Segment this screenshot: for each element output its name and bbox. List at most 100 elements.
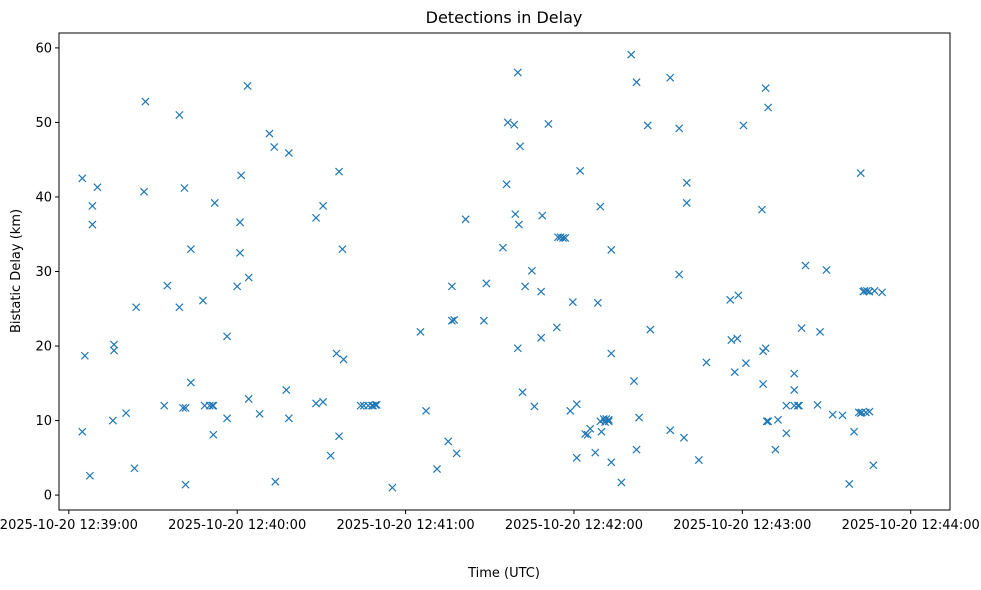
data-point-marker	[109, 340, 119, 349]
data-point-marker	[332, 349, 341, 358]
data-point-marker	[635, 413, 644, 422]
data-point-marker	[132, 303, 141, 312]
data-point-marker	[108, 416, 117, 425]
data-point-marker	[416, 327, 425, 336]
plot-area-frame	[58, 32, 951, 511]
data-point-marker	[666, 426, 675, 435]
data-point-marker	[790, 369, 799, 378]
data-point-marker	[312, 399, 321, 408]
data-point-marker	[761, 344, 770, 353]
data-point-marker	[244, 394, 253, 403]
data-point-marker	[682, 178, 691, 187]
data-point-marker	[109, 346, 119, 355]
data-point-marker	[572, 400, 581, 409]
data-point-marker	[627, 50, 636, 59]
data-point-marker	[591, 448, 600, 457]
data-point-marker	[186, 245, 195, 254]
data-point-marker	[223, 414, 232, 423]
data-point-marker	[568, 298, 577, 307]
data-point-marker	[558, 233, 568, 242]
data-point-marker	[244, 273, 253, 282]
data-point-marker	[762, 417, 771, 426]
data-point-marker	[181, 403, 190, 412]
data-point-marker	[518, 388, 527, 397]
data-point-marker	[856, 169, 865, 178]
data-point-marker	[726, 295, 735, 304]
data-point-marker	[583, 430, 592, 439]
data-point-marker	[607, 349, 616, 358]
data-point-marker	[356, 401, 365, 410]
data-point-marker	[282, 385, 291, 395]
data-point-marker	[643, 121, 652, 130]
chart-title: Detections in Delay	[426, 8, 583, 27]
data-point-marker	[88, 201, 97, 210]
data-point-marker	[514, 220, 523, 229]
data-point-marker	[632, 78, 641, 87]
data-point-marker	[865, 407, 874, 416]
data-point-marker	[461, 215, 470, 224]
data-point-marker	[607, 245, 616, 254]
data-point-marker	[513, 344, 522, 353]
data-point-marker	[538, 211, 547, 220]
data-point-marker	[572, 453, 581, 462]
data-point-marker	[773, 415, 782, 424]
data-point-marker	[521, 282, 530, 291]
data-point-marker	[544, 119, 553, 128]
data-point-marker	[432, 464, 442, 474]
data-point-marker	[694, 456, 703, 465]
data-point-marker	[617, 478, 626, 487]
data-point-marker	[255, 409, 264, 418]
y-tick-label: 50	[35, 116, 52, 131]
y-axis-ticks: 0 10 20 30 40 50 60	[35, 41, 59, 504]
data-point-marker	[702, 358, 711, 367]
data-point-marker	[666, 73, 675, 82]
data-point-marker	[850, 427, 859, 436]
data-point-marker	[198, 296, 207, 305]
data-point-marker	[205, 401, 214, 410]
data-point-marker	[130, 464, 139, 473]
data-point-marker	[326, 451, 335, 460]
data-point-marker	[741, 359, 751, 368]
data-point-marker	[597, 427, 606, 436]
data-point-marker	[675, 270, 684, 279]
data-point-marker	[759, 380, 768, 389]
data-point-marker	[629, 377, 639, 386]
x-axis-ticks: 2025-10-20 12:39:00 2025-10-20 12:40:00 20…	[0, 510, 980, 533]
y-tick-label: 40	[35, 190, 52, 205]
data-point-marker	[235, 248, 245, 257]
data-point-marker	[734, 291, 743, 300]
data-point-marker	[857, 408, 866, 417]
data-point-marker	[388, 483, 397, 492]
data-point-marker	[682, 198, 691, 207]
data-point-marker	[869, 461, 878, 470]
y-tick-label: 60	[35, 41, 52, 56]
data-point-marker	[78, 174, 87, 183]
data-point-marker	[782, 401, 791, 410]
data-point-marker	[552, 323, 561, 332]
data-point-marker	[593, 298, 602, 307]
data-point-marker	[335, 167, 344, 176]
data-point-marker	[757, 205, 767, 214]
data-point-marker	[828, 410, 837, 419]
data-point-marker	[163, 281, 172, 290]
data-point-marker	[85, 471, 94, 480]
data-point-marker	[447, 282, 456, 291]
data-point-marker	[870, 286, 879, 295]
data-point-marker	[237, 171, 246, 180]
data-point-marker	[503, 118, 512, 127]
data-point-marker	[813, 400, 822, 409]
data-point-marker	[339, 355, 348, 364]
y-tick-label: 0	[44, 489, 52, 504]
data-point-marker	[284, 414, 293, 423]
y-tick-label: 10	[35, 414, 52, 429]
data-point-marker	[179, 403, 188, 412]
data-point-marker	[764, 103, 773, 112]
data-point-marker	[235, 218, 245, 227]
data-point-marker	[338, 245, 347, 254]
data-point-marker	[679, 433, 688, 442]
data-point-marker	[210, 198, 219, 207]
data-point-marker	[801, 261, 810, 270]
data-point-marker	[675, 124, 684, 133]
y-axis-label: Bistatic Delay (km)	[9, 209, 24, 333]
